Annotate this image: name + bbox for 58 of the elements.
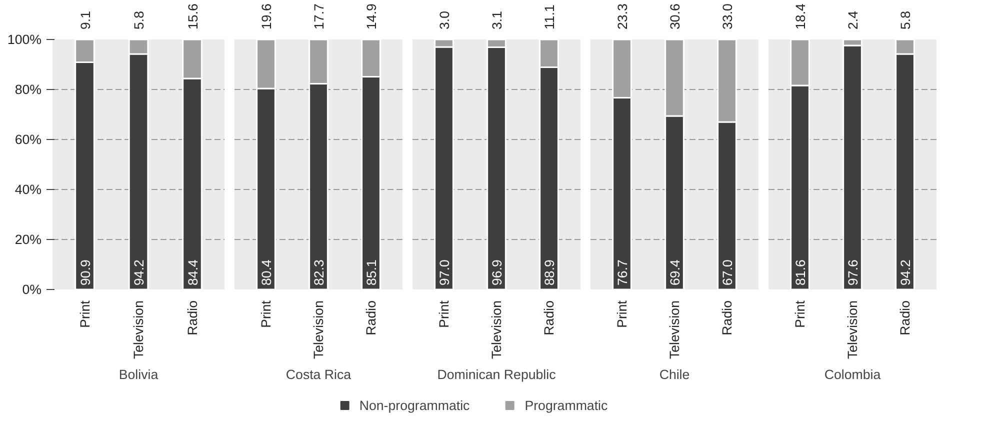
x-tick-label: Radio	[184, 300, 200, 336]
data-label: 9.1	[78, 10, 93, 30]
data-label: 18.4	[793, 2, 808, 30]
data-label: 67.0	[720, 260, 735, 286]
data-label: 3.1	[490, 10, 504, 30]
x-tick-label: Television	[845, 300, 860, 360]
x-tick-label: Television	[667, 300, 682, 360]
data-label: 15.6	[185, 4, 200, 30]
data-label: 2.4	[846, 10, 860, 30]
data-label: 11.1	[542, 4, 557, 30]
data-label: 97.0	[437, 260, 452, 286]
data-label: 96.9	[490, 260, 504, 286]
x-axis-title: Bolivia	[118, 367, 159, 382]
y-tick-label: 0%	[22, 282, 42, 297]
x-tick-label: Television	[489, 300, 504, 360]
data-label: 94.2	[132, 260, 146, 286]
data-label: 84.4	[185, 258, 200, 286]
data-label: 81.6	[793, 260, 808, 286]
data-label: 82.3	[312, 260, 326, 286]
data-label: 94.2	[898, 260, 913, 286]
data-label: 80.4	[259, 258, 274, 286]
x-axis-title: Colombia	[824, 367, 882, 382]
x-tick-label: Print	[792, 300, 808, 328]
y-tick-label: 40%	[14, 182, 42, 197]
x-tick-label: Print	[77, 300, 92, 328]
data-label: 3.0	[437, 10, 452, 30]
data-label: 69.4	[668, 258, 682, 286]
data-label: 17.7	[312, 4, 326, 30]
data-label: 5.8	[898, 10, 913, 30]
data-label: 85.1	[364, 260, 379, 286]
y-tick-label: 20%	[14, 232, 42, 247]
legend-label: Programmatic	[524, 398, 608, 412]
y-tick-label: 80%	[14, 82, 42, 97]
data-label: 76.7	[615, 260, 630, 286]
x-tick-label: Television	[311, 300, 326, 360]
data-label: 19.6	[259, 4, 274, 30]
x-tick-label: Radio	[364, 300, 378, 336]
data-label: 97.6	[846, 260, 860, 286]
data-label: 30.6	[668, 4, 682, 30]
data-label: 14.9	[364, 4, 379, 30]
y-tick-label: 60%	[14, 132, 42, 147]
x-axis-title: Dominican Republic	[437, 367, 556, 382]
data-label: 88.9	[542, 260, 557, 286]
x-tick-label: Radio	[720, 300, 734, 336]
data-label: 23.3	[615, 4, 630, 30]
data-label: 90.9	[78, 260, 93, 286]
x-tick-label: Radio	[898, 300, 912, 336]
x-axis-title: Costa Rica	[286, 367, 352, 382]
x-tick-label: Television	[131, 300, 146, 360]
data-label: 33.0	[720, 4, 735, 30]
x-tick-label: Radio	[542, 300, 556, 336]
x-tick-label: Print	[258, 300, 274, 328]
x-tick-label: Print	[436, 300, 452, 328]
data-label: 5.8	[132, 10, 146, 30]
legend-label: Non-programmatic	[359, 398, 470, 412]
y-tick-label: 100%	[7, 32, 42, 47]
x-axis-title: Chile	[659, 367, 690, 382]
x-tick-label: Print	[614, 300, 630, 328]
